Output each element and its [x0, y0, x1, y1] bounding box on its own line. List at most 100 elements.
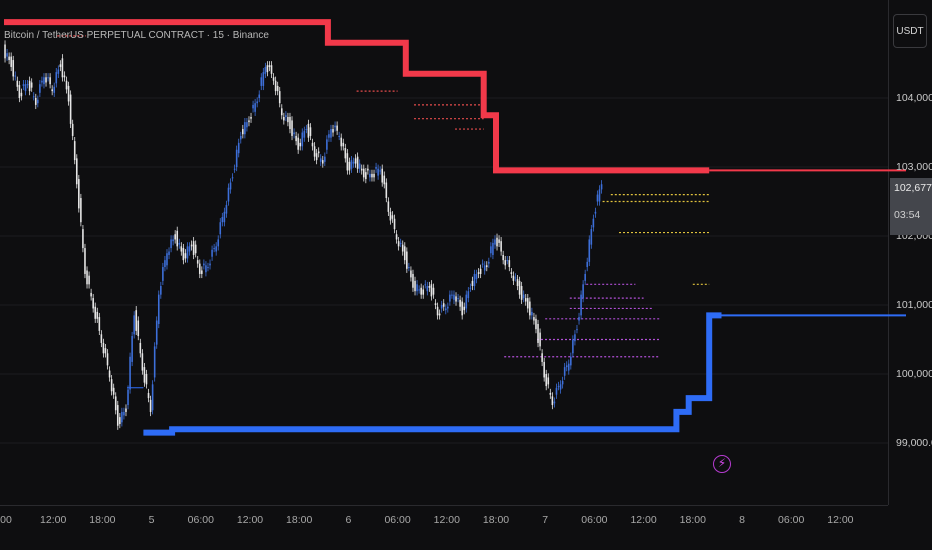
candle-body	[125, 408, 127, 412]
time-tick-label: 5	[148, 514, 155, 526]
candle-body	[86, 270, 88, 285]
candle-body	[340, 137, 343, 147]
candle-body	[358, 163, 361, 169]
candle-body	[383, 175, 386, 185]
candle-body	[149, 399, 152, 412]
candle-body	[461, 301, 463, 316]
candle-body	[303, 130, 306, 138]
candle-body	[250, 116, 252, 119]
candle-body	[235, 149, 238, 167]
candle-body	[67, 85, 70, 102]
candle-body	[287, 116, 289, 123]
candle-body	[576, 329, 578, 331]
candle-body	[215, 246, 217, 252]
candle-body	[326, 139, 328, 150]
candle-body	[299, 142, 302, 147]
candle-body	[63, 75, 66, 78]
candle-body	[233, 168, 236, 170]
candle-body	[504, 260, 507, 266]
candle-body	[418, 289, 420, 291]
candle-body	[65, 80, 68, 90]
time-tick-label: 06:00	[187, 514, 214, 526]
candle-body	[375, 167, 377, 169]
candle-body	[80, 198, 82, 223]
candle-body	[481, 263, 484, 265]
candle-body	[135, 310, 138, 331]
candle-body	[151, 384, 154, 411]
candle-body	[475, 273, 478, 280]
candle-body	[522, 294, 525, 299]
candle-body	[16, 80, 19, 87]
candle-body	[127, 389, 129, 406]
candle-body	[459, 299, 461, 307]
time-tick-label: 7	[542, 514, 549, 526]
candle-body	[274, 80, 277, 92]
candle-body	[524, 298, 527, 302]
candle-body	[344, 148, 347, 159]
candle-body	[119, 417, 121, 425]
candle-body	[221, 217, 224, 223]
candle-body	[82, 229, 84, 249]
time-tick-label: 06:00	[384, 514, 411, 526]
candle-body	[369, 173, 371, 178]
candle-body	[309, 127, 312, 136]
candle-body	[397, 241, 400, 247]
candle-body	[256, 101, 258, 104]
candle-body	[49, 77, 51, 85]
candle-body	[155, 320, 158, 345]
time-tick-label: 12:00	[630, 514, 657, 526]
candle-body	[463, 306, 466, 311]
time-tick-label: 06:00	[581, 514, 608, 526]
candle-body	[209, 263, 211, 266]
candle-body	[516, 279, 519, 287]
candle-body	[219, 222, 222, 235]
time-tick-label: 12:00	[827, 514, 854, 526]
candle-body	[20, 92, 23, 97]
candle-body	[373, 173, 375, 178]
candle-body	[170, 239, 172, 249]
candle-body	[455, 296, 457, 302]
candle-body	[246, 122, 248, 128]
candle-body	[430, 284, 433, 297]
candle-body	[377, 168, 379, 176]
candle-body	[395, 234, 398, 240]
candle-body	[496, 237, 498, 247]
currency-button[interactable]: USDT	[893, 14, 927, 48]
liquidity-levels	[57, 35, 710, 358]
candle-body	[403, 246, 406, 261]
candle-body	[225, 204, 228, 214]
candle-body	[494, 239, 496, 245]
candle-body	[412, 273, 414, 288]
candle-body	[422, 289, 425, 295]
candle-body	[317, 151, 320, 154]
candle-body	[24, 84, 27, 92]
candle-body	[356, 156, 359, 169]
candle-body	[160, 286, 162, 295]
price-tick-label: 101,000.0	[896, 299, 932, 311]
candle-body	[518, 280, 521, 295]
candle-body	[565, 365, 568, 368]
candle-body	[526, 298, 529, 309]
candle-body	[239, 135, 242, 140]
candle-body	[43, 77, 45, 85]
bar-countdown: 03:54	[894, 209, 921, 221]
candle-body	[289, 116, 291, 130]
candle-body	[248, 120, 250, 123]
candle-body	[110, 379, 113, 392]
candle-body	[580, 294, 582, 316]
candle-body	[367, 168, 369, 171]
candle-body	[586, 261, 589, 268]
candle-body	[533, 317, 535, 321]
candle-body	[231, 177, 234, 179]
candle-body	[297, 137, 299, 150]
candle-body	[283, 116, 285, 121]
candle-body	[41, 80, 43, 83]
candle-body	[315, 153, 318, 161]
current-price-tag: 102,677.4 03:54	[890, 178, 932, 235]
candle-body	[223, 211, 226, 223]
candle-body	[104, 348, 107, 354]
candle-body	[307, 123, 310, 138]
candle-body	[440, 305, 443, 309]
lightning-icon[interactable]: ⚡	[713, 455, 731, 473]
